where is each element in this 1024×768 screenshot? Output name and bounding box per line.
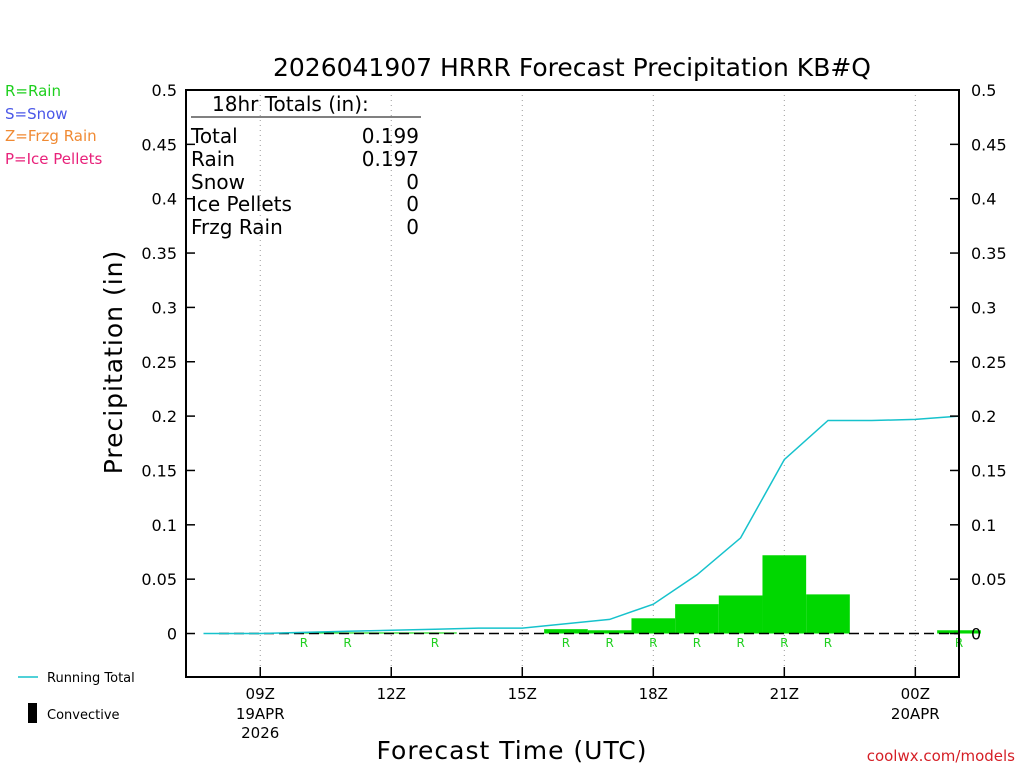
precip-type-label: R <box>562 636 570 650</box>
totals-label: Total <box>190 124 238 148</box>
y-tick-label-right: 0.3 <box>971 298 996 317</box>
y-tick-label-left: 0.2 <box>152 407 177 426</box>
y-tick-label-left: 0.15 <box>141 461 177 480</box>
totals-value: 0 <box>406 215 419 239</box>
y-tick-label-right: 0.05 <box>971 570 1007 589</box>
precip-bar <box>631 618 676 634</box>
totals-value: 0 <box>406 192 419 216</box>
y-tick-label-left: 0.1 <box>152 516 177 535</box>
precip-type-label: R <box>605 636 613 650</box>
precip-type-label: R <box>736 636 744 650</box>
x-tick-date-label: 20APR <box>891 705 940 723</box>
y-axis: 0 00.05 0.050.1 0.10.15 0.150.2 0.20.25 0.250.… <box>141 81 1006 644</box>
precip-type-label: R <box>693 636 701 650</box>
precip-type-label: R <box>780 636 788 650</box>
x-tick-label: 09Z <box>246 685 275 703</box>
totals-label: Rain <box>191 147 235 171</box>
legend-freezing-rain: Z=Frzg Rain <box>5 127 97 145</box>
convective-legend-swatch <box>28 703 37 723</box>
y-tick-label-left: 0.4 <box>152 190 177 209</box>
y-tick-label-left: 0.25 <box>141 353 177 372</box>
x-tick-label: 21Z <box>770 685 799 703</box>
totals-label: Frzg Rain <box>191 215 283 239</box>
precip-type-label: R <box>431 636 439 650</box>
precip-bar <box>806 594 850 634</box>
running-total-legend-label: Running Total <box>47 671 135 686</box>
x-tick-date-label: 2026 <box>241 724 279 742</box>
x-tick-label: 00Z <box>901 685 930 703</box>
y-tick-label-right: 0.35 <box>971 244 1007 263</box>
legend-snow: S=Snow <box>5 105 68 123</box>
plot-frame <box>185 89 960 678</box>
precip-bar <box>718 595 763 634</box>
x-tick-date-label: 19APR <box>236 705 285 723</box>
x-tick-label: 15Z <box>508 685 537 703</box>
totals-label: Ice Pellets <box>191 192 292 216</box>
y-tick-label-right: 0.5 <box>971 81 996 100</box>
totals-value: 0 <box>406 170 419 194</box>
x-tick-label: 18Z <box>639 685 668 703</box>
totals-header: 18hr Totals (in): <box>212 92 369 116</box>
convective-legend-label: Convective <box>47 708 120 723</box>
legend-rain: R=Rain <box>5 82 61 100</box>
y-tick-label-left: 0.3 <box>152 298 177 317</box>
totals-label: Snow <box>191 170 245 194</box>
precip-type-label: R <box>649 636 657 650</box>
y-tick-label-right: 0.15 <box>971 461 1007 480</box>
y-tick-label-left: 0.35 <box>141 244 177 263</box>
totals-box: 18hr Totals (in): Total 0.199 Rain 0.197… <box>190 92 421 239</box>
y-tick-label-left: 0.05 <box>141 570 177 589</box>
precip-bar <box>544 629 588 634</box>
y-tick-label-left: 0.5 <box>152 81 177 100</box>
running-total-line <box>203 415 960 635</box>
precip-type-label: R <box>343 636 351 650</box>
y-tick-label-right: 0 <box>971 625 981 644</box>
y-tick-label-right: 0.25 <box>971 353 1007 372</box>
totals-value: 0.199 <box>362 124 419 148</box>
watermark: coolwx.com/models <box>867 747 1015 765</box>
y-tick-label-left: 0.45 <box>141 135 177 154</box>
legend-ice-pellets: P=Ice Pellets <box>5 150 102 168</box>
precip-type-label: R <box>300 636 308 650</box>
y-tick-label-right: 0.2 <box>971 407 996 426</box>
x-tick-label: 12Z <box>377 685 406 703</box>
chart-title: 2026041907 HRRR Forecast Precipitation K… <box>273 53 871 82</box>
y-tick-label-right: 0.45 <box>971 135 1007 154</box>
bar-series <box>282 555 981 634</box>
precip-bar <box>762 555 807 634</box>
grid-lines <box>259 90 916 677</box>
y-tick-label-right: 0.4 <box>971 190 996 209</box>
y-axis-label: Precipitation (in) <box>99 250 128 475</box>
precip-type-label: R <box>824 636 832 650</box>
y-tick-label-left: 0 <box>167 625 177 644</box>
x-axis-label: Forecast Time (UTC) <box>377 736 648 765</box>
precip-bar <box>587 630 632 634</box>
precip-bar <box>675 604 719 634</box>
totals-value: 0.197 <box>362 147 419 171</box>
y-tick-label-right: 0.1 <box>971 516 996 535</box>
